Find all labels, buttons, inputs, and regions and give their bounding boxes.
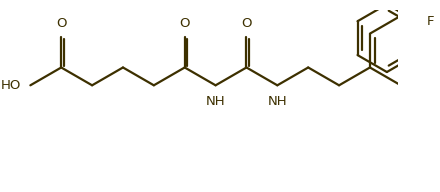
Text: F: F [439,27,440,40]
Text: O: O [241,17,252,30]
Text: HO: HO [1,79,22,92]
Text: O: O [180,17,190,30]
Text: O: O [56,17,66,30]
Text: NH: NH [268,95,287,108]
Text: F: F [427,15,434,28]
Text: NH: NH [206,95,225,108]
